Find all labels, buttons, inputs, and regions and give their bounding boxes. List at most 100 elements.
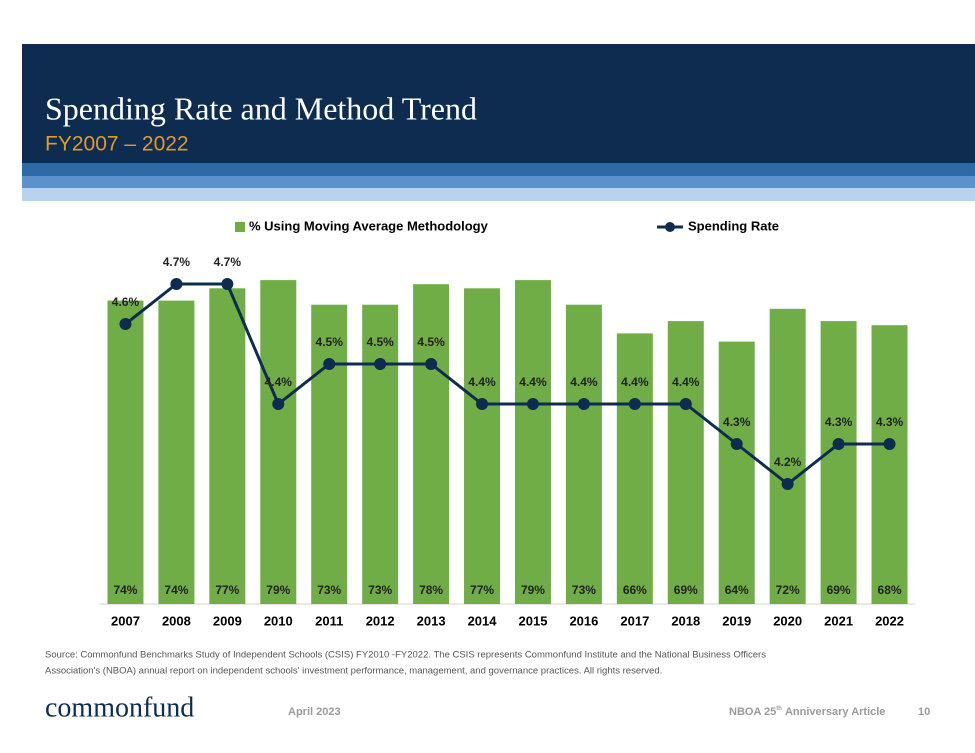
page-number: 10: [918, 706, 930, 718]
bar: [871, 325, 908, 604]
x-tick-label: 2008: [162, 613, 191, 628]
bar: [311, 304, 348, 604]
point: [425, 358, 438, 370]
x-tick-label: 2007: [111, 613, 140, 628]
bar-label: 74%: [113, 583, 137, 597]
source-line: Association's (NBOA) annual report on in…: [45, 666, 662, 677]
point-label: 4.3%: [825, 415, 853, 429]
bar: [362, 304, 399, 604]
point-label: 4.3%: [723, 415, 751, 429]
bar-label: 72%: [776, 583, 800, 597]
bar: [464, 288, 501, 604]
footer-article: NBOA 25th Anniversary Article: [729, 706, 885, 718]
legend-label: Spending Rate: [688, 218, 779, 233]
legend-label: % Using Moving Average Methodology: [249, 218, 489, 233]
bar: [820, 321, 857, 604]
point: [170, 278, 183, 290]
stripe: [22, 163, 975, 176]
point: [781, 478, 794, 490]
x-tick-label: 2015: [519, 613, 548, 628]
bar-label: 74%: [164, 583, 188, 597]
bar-label: 77%: [470, 583, 494, 597]
point: [628, 398, 641, 410]
bar: [565, 304, 602, 604]
bar: [107, 300, 144, 604]
article: NBOA 25: [729, 706, 776, 718]
point: [476, 398, 489, 410]
bar-label: 78%: [419, 583, 443, 597]
x-tick-label: 2013: [417, 613, 446, 628]
bar-label: 79%: [266, 583, 290, 597]
source-line: Source: Commonfund Benchmarks Study of I…: [45, 650, 766, 661]
stripe: [22, 188, 975, 201]
point-label: 4.5%: [366, 335, 394, 349]
legend-swatch: [235, 222, 245, 232]
point: [832, 438, 845, 450]
bar-label: 68%: [878, 583, 902, 597]
bar: [667, 321, 704, 604]
point: [272, 398, 285, 410]
article-rest: Anniversary Article: [785, 706, 885, 718]
point-label: 4.4%: [468, 375, 496, 389]
logo: commonfund: [45, 692, 194, 723]
header-band: [22, 44, 975, 163]
x-tick-label: 2017: [620, 613, 649, 628]
x-tick-label: 2012: [366, 613, 395, 628]
bar-label: 77%: [215, 583, 239, 597]
bar-label: 69%: [827, 583, 851, 597]
bar-label: 69%: [674, 583, 698, 597]
x-tick-label: 2014: [468, 613, 498, 628]
point: [883, 438, 896, 450]
point-label: 4.2%: [774, 455, 802, 469]
point: [679, 398, 692, 410]
legend-dot: [665, 222, 675, 232]
bar-label: 64%: [725, 583, 749, 597]
bar: [616, 333, 653, 604]
bar-label: 79%: [521, 583, 545, 597]
footer-date: April 2023: [288, 706, 341, 718]
subtitle: FY2007 – 2022: [45, 133, 189, 156]
point-label: 4.5%: [316, 335, 344, 349]
point-label: 4.5%: [417, 335, 445, 349]
x-tick-label: 2009: [213, 613, 242, 628]
bar: [260, 280, 297, 604]
point: [374, 358, 387, 370]
x-tick-label: 2021: [824, 613, 853, 628]
x-tick-label: 2011: [315, 613, 343, 628]
bar: [158, 300, 195, 604]
point-label: 4.7%: [163, 255, 191, 269]
bar-label: 73%: [317, 583, 341, 597]
point: [323, 358, 336, 370]
x-tick-label: 2019: [722, 613, 751, 628]
point: [119, 318, 132, 330]
point-label: 4.7%: [214, 255, 242, 269]
stripe: [22, 176, 975, 188]
bar-label: 66%: [623, 583, 647, 597]
x-tick-label: 2020: [773, 613, 802, 628]
x-tick-label: 2016: [569, 613, 598, 628]
point-label: 4.3%: [876, 415, 904, 429]
point: [577, 398, 590, 410]
bar-label: 73%: [572, 583, 596, 597]
bar: [209, 288, 246, 604]
point-label: 4.6%: [112, 295, 140, 309]
point: [526, 398, 539, 410]
bar: [413, 284, 450, 604]
line: [124, 282, 890, 486]
bar-label: 73%: [368, 583, 392, 597]
point-label: 4.4%: [672, 375, 700, 389]
bar: [769, 308, 806, 604]
x-tick-label: 2022: [875, 613, 904, 628]
point: [730, 438, 743, 450]
point-label: 4.4%: [265, 375, 293, 389]
point-label: 4.4%: [570, 375, 598, 389]
bar: [718, 341, 755, 604]
x-tick-label: 2010: [264, 613, 293, 628]
point-label: 4.4%: [519, 375, 547, 389]
article-sup: th: [776, 706, 782, 712]
title: Spending Rate and Method Trend: [45, 90, 477, 126]
bar: [514, 280, 551, 604]
point: [221, 278, 234, 290]
x-tick-label: 2018: [671, 613, 700, 628]
